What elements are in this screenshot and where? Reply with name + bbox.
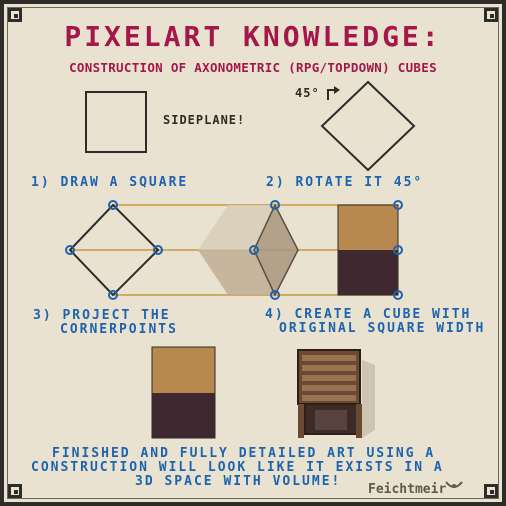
corner-point: [65, 245, 75, 255]
corner-point: [393, 290, 403, 300]
page-subtitle: CONSTRUCTION OF AXONOMETRIC (RPG/TOPDOWN…: [69, 60, 437, 75]
step-1-label: 1) DRAW A SQUARE: [31, 175, 189, 190]
corner-ornament-bottom-right: [484, 484, 498, 498]
corner-point: [270, 200, 280, 210]
cube-outline: [337, 204, 399, 296]
arrow-head-icon: [334, 86, 340, 94]
final-cube-outline: [151, 346, 216, 439]
final-cube-front-face: [152, 393, 215, 438]
step-4-line2: ORIGINAL SQUARE WIDTH: [279, 321, 486, 336]
corner-point: [393, 200, 403, 210]
corner-points: [65, 200, 403, 300]
corner-ornament-top-right: [484, 8, 498, 22]
ghost-cube-top: [198, 205, 275, 250]
projected-diamond: [68, 203, 160, 297]
final-cube-top-face: [152, 347, 215, 393]
cube-front-face: [338, 250, 398, 295]
page-title: PIXELART KNOWLEDGE:: [64, 20, 442, 53]
step-3-line1: 3) PROJECT THE: [33, 308, 171, 323]
corner-point: [393, 245, 403, 255]
ghost-diamond-outline: [253, 203, 299, 297]
step-2-label: 2) ROTATE IT 45°: [266, 175, 424, 190]
step-3-line2: CORNERPOINTS: [60, 322, 178, 337]
corner-point: [153, 245, 163, 255]
signature-mark-icon: [445, 481, 463, 488]
artist-signature: Feichtmeir: [368, 482, 447, 497]
footer-line-2: CONSTRUCTION WILL LOOK LIKE IT EXISTS IN…: [31, 460, 444, 475]
rotated-square: [320, 80, 416, 172]
footer-line-1: FINISHED AND FULLY DETAILED ART USING A: [52, 446, 436, 461]
step-4-line1: 4) CREATE A CUBE WITH: [265, 307, 472, 322]
corner-point: [108, 290, 118, 300]
cube-top-face: [338, 205, 398, 250]
corner-point: [108, 200, 118, 210]
original-square: [85, 91, 147, 153]
ghost-cube-front: [198, 250, 275, 295]
sideplane-label: SIDEPLANE!: [163, 113, 246, 127]
footer-line-3: 3D SPACE WITH VOLUME!: [135, 474, 342, 489]
rotation-arrow-icon: [327, 89, 336, 100]
rotation-angle-label: 45°: [295, 86, 320, 100]
corner-ornament-top-left: [8, 8, 22, 22]
corner-ornament-bottom-left: [8, 484, 22, 498]
detailed-crate-art: [297, 349, 375, 438]
inner-frame: [7, 7, 499, 499]
corner-point: [270, 290, 280, 300]
corner-point: [249, 245, 259, 255]
